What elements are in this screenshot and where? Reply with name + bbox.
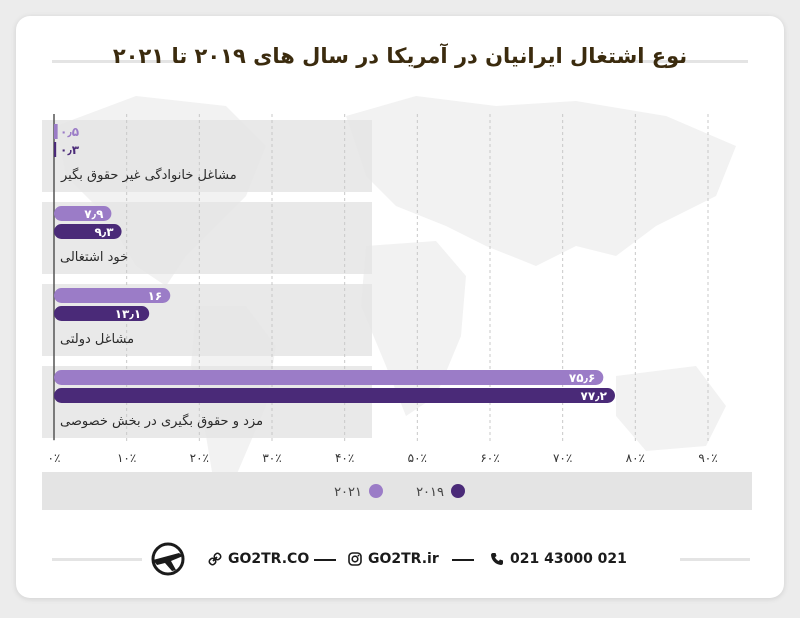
footer: GO2TR.CO GO2TR.ir 021 43000 021	[16, 538, 784, 578]
bar-value-label: ۷۷٫۲	[581, 389, 608, 403]
bar-2021	[54, 370, 604, 385]
legend-background	[42, 472, 752, 510]
x-tick-label: ۳۰٪	[262, 451, 281, 465]
category-label: خود اشتغالی	[60, 250, 128, 265]
x-tick-label: ۴۰٪	[335, 451, 354, 465]
category-label: مشاغل دولتی	[60, 332, 134, 347]
bar-2019	[54, 224, 122, 239]
website-link[interactable]: GO2TR.CO	[208, 548, 309, 570]
bar-2019	[54, 306, 150, 321]
bar-2021	[54, 124, 58, 139]
footer-separator-2	[452, 559, 474, 561]
footer-separator-1	[314, 559, 336, 561]
instagram-icon	[348, 552, 362, 566]
category-label: مزد و حقوق بگیری در بخش خصوصی	[60, 413, 263, 429]
instagram-link[interactable]: GO2TR.ir	[348, 548, 439, 570]
legend-label: ۲۰۲۱	[334, 485, 362, 500]
bar-value-label: ۹٫۳	[94, 225, 114, 239]
x-tick-label: ۶۰٪	[480, 451, 499, 465]
x-tick-label: ۱۰٪	[117, 451, 136, 465]
x-tick-label: ۸۰٪	[626, 451, 645, 465]
website-text: GO2TR.CO	[228, 551, 310, 567]
infographic-card: نوع اشتغال ایرانیان در آمریکا در سال های…	[16, 16, 784, 598]
legend-marker	[451, 484, 465, 498]
bar-2019	[54, 142, 57, 157]
legend-label: ۲۰۱۹	[416, 485, 444, 500]
bar-2021	[54, 288, 171, 303]
bar-value-label: ۱۳٫۱	[115, 307, 141, 321]
phone-text: 021 43000 021	[510, 551, 627, 567]
link-icon	[208, 552, 222, 566]
bar-value-label: ۷۵٫۶	[569, 371, 595, 385]
legend-marker	[369, 484, 383, 498]
bar-chart: ۰٫۵ ۰٫۳ مشاغل خانوادگی غیر حقوق بگیر ۷٫۹ ۹٫۳…	[42, 114, 752, 510]
x-tick-label: ۷۰٪	[553, 451, 572, 465]
x-tick-label: ۹۰٪	[698, 451, 717, 465]
footer-divider-left	[52, 558, 142, 561]
category-row-bg	[42, 120, 372, 192]
chart-title: نوع اشتغال ایرانیان در آمریکا در سال های…	[112, 44, 688, 68]
bar-value-label: ۰٫۵	[60, 125, 79, 139]
x-tick-label: ۰٪	[48, 451, 61, 465]
x-tick-label: ۲۰٪	[190, 451, 209, 465]
bar-value-label: ۱۶	[148, 289, 163, 303]
category-label: مشاغل خانوادگی غیر حقوق بگیر	[60, 167, 237, 183]
instagram-text: GO2TR.ir	[368, 551, 439, 567]
footer-divider-right	[680, 558, 750, 561]
x-tick-label: ۵۰٪	[408, 451, 427, 465]
title-divider-right	[616, 60, 748, 63]
title-row: نوع اشتغال ایرانیان در آمریکا در سال های…	[16, 44, 784, 78]
bar-value-label: ۷٫۹	[84, 207, 104, 221]
go2tr-logo	[151, 542, 185, 576]
phone-number[interactable]: 021 43000 021	[490, 548, 627, 570]
phone-icon	[491, 553, 503, 565]
bar-value-label: ۰٫۳	[60, 143, 80, 157]
bar-2019	[54, 388, 615, 403]
bar-2021	[54, 206, 112, 221]
title-divider-left	[52, 60, 182, 63]
